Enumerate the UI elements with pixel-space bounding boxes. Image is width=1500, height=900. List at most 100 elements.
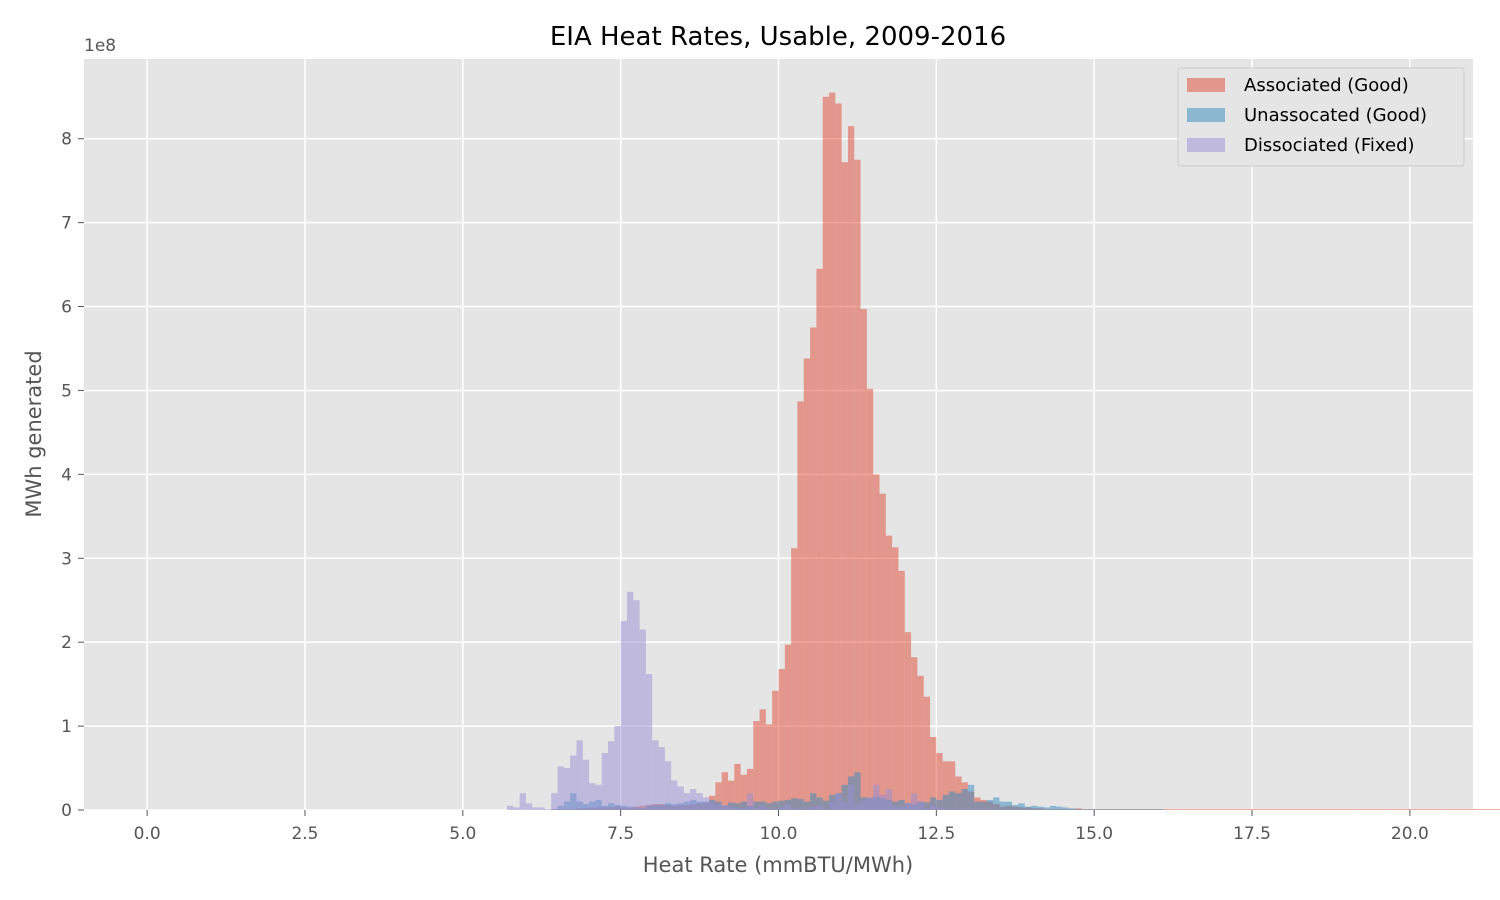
legend-swatch-unassocated	[1187, 108, 1225, 122]
bar-dissociated-fixed	[904, 803, 912, 810]
legend-label-associated: Associated (Good)	[1244, 75, 1409, 96]
legend-swatch-associated	[1187, 78, 1225, 92]
bar-dissociated-fixed	[791, 808, 798, 810]
bar-dissociated-fixed	[759, 805, 766, 810]
bar-associated-good	[740, 774, 747, 810]
y-offset-label: 1e8	[84, 36, 116, 56]
bar-associated-good	[1277, 809, 1284, 810]
bar-dissociated-fixed	[696, 793, 703, 810]
bar-associated-good	[1346, 809, 1354, 810]
bar-dissociated-fixed	[847, 784, 855, 810]
bar-associated-good	[1359, 809, 1366, 810]
bar-unassocated-good	[930, 797, 937, 810]
bar-dissociated-fixed	[746, 793, 754, 810]
bar-dissociated-fixed	[885, 789, 893, 810]
bar-dissociated-fixed	[854, 803, 861, 810]
bar-dissociated-fixed	[570, 755, 577, 810]
bar-unassocated-good	[961, 789, 968, 810]
legend-label-dissociated: Dissociated (Fixed)	[1244, 135, 1415, 156]
bar-associated-good	[1182, 809, 1189, 810]
bar-unassocated-good	[1005, 801, 1013, 810]
bar-dissociated-fixed	[955, 809, 962, 810]
bar-unassocated-good	[1049, 805, 1057, 810]
bar-associated-good	[1454, 809, 1461, 810]
bar-associated-good	[841, 162, 848, 810]
bar-dissociated-fixed	[810, 806, 817, 810]
bar-associated-good	[936, 752, 943, 810]
bar-unassocated-good	[1031, 805, 1038, 810]
bar-dissociated-fixed	[803, 809, 811, 810]
bar-associated-good	[866, 388, 874, 810]
bar-associated-good	[1321, 809, 1328, 810]
bar-dissociated-fixed	[727, 806, 735, 810]
bar-unassocated-good	[1157, 809, 1164, 810]
bar-dissociated-fixed	[576, 740, 583, 810]
bar-dissociated-fixed	[784, 804, 792, 810]
bar-associated-good	[1378, 809, 1385, 810]
x-axis-ticks: 0.0 2.5 5.0 7.5 10.0 12.5 15.0 17.5 20.0	[134, 810, 1429, 844]
y-tick-label: 1	[61, 717, 72, 737]
legend-box	[1177, 67, 1465, 167]
bar-dissociated-fixed	[911, 793, 918, 810]
bar-unassocated-good	[1024, 806, 1032, 810]
bar-dissociated-fixed	[532, 807, 539, 810]
bar-associated-good	[1447, 809, 1455, 810]
bar-associated-good	[1409, 809, 1417, 810]
bar-dissociated-fixed	[639, 629, 646, 810]
x-tick-label: 0.0	[134, 824, 161, 844]
bar-associated-good	[1485, 809, 1492, 810]
bar-associated-good	[816, 268, 823, 810]
bar-dissociated-fixed	[582, 759, 590, 810]
bar-associated-good	[1435, 809, 1442, 810]
bar-dissociated-fixed	[519, 793, 526, 810]
bar-associated-good	[778, 669, 785, 810]
bar-dissociated-fixed	[608, 741, 615, 810]
bar-unassocated-good	[816, 797, 823, 810]
bar-associated-good	[854, 159, 861, 810]
bar-unassocated-good	[967, 784, 975, 810]
bar-dissociated-fixed	[961, 809, 968, 810]
bar-associated-good	[797, 401, 804, 810]
legend-label-unassocated: Unassocated (Good)	[1244, 105, 1427, 126]
bar-dissociated-fixed	[633, 600, 640, 810]
y-tick-label: 3	[61, 549, 72, 569]
bar-dissociated-fixed	[841, 801, 848, 810]
bar-associated-good	[784, 644, 792, 810]
bar-associated-good	[753, 721, 760, 810]
bar-associated-good	[917, 675, 924, 810]
bar-associated-good	[911, 657, 918, 810]
bar-unassocated-good	[1062, 807, 1069, 810]
bar-dissociated-fixed	[690, 789, 697, 810]
bar-unassocated-good	[1144, 809, 1152, 810]
bar-dissociated-fixed	[652, 740, 659, 810]
bar-associated-good	[1441, 809, 1448, 810]
bar-unassocated-good	[1100, 809, 1107, 810]
bar-dissociated-fixed	[974, 809, 981, 810]
bar-dissociated-fixed	[860, 799, 867, 810]
y-tick-label: 6	[61, 298, 72, 318]
bar-unassocated-good	[1075, 809, 1082, 810]
bar-associated-good	[1226, 809, 1234, 810]
bar-unassocated-good	[993, 797, 1000, 810]
bar-associated-good	[1296, 809, 1303, 810]
bar-dissociated-fixed	[525, 803, 533, 810]
x-tick-label: 10.0	[760, 824, 798, 844]
bar-associated-good	[1428, 809, 1436, 810]
bar-associated-good	[1252, 809, 1259, 810]
bar-unassocated-good	[740, 801, 747, 810]
bar-unassocated-good	[1119, 809, 1126, 810]
bar-associated-good	[1289, 809, 1297, 810]
bar-dissociated-fixed	[664, 761, 672, 810]
bar-dissociated-fixed	[551, 793, 558, 810]
bar-unassocated-good	[797, 799, 804, 810]
bar-associated-good	[1403, 809, 1410, 810]
bar-dissociated-fixed	[626, 591, 634, 810]
bar-dissociated-fixed	[589, 783, 596, 810]
bar-dissociated-fixed	[557, 766, 564, 810]
legend: Associated (Good) Unassocated (Good) Dis…	[1177, 67, 1465, 167]
bar-unassocated-good	[898, 799, 905, 810]
bar-unassocated-good	[942, 794, 949, 810]
bar-dissociated-fixed	[721, 804, 728, 810]
bar-dissociated-fixed	[892, 805, 899, 810]
bar-associated-good	[829, 92, 836, 810]
